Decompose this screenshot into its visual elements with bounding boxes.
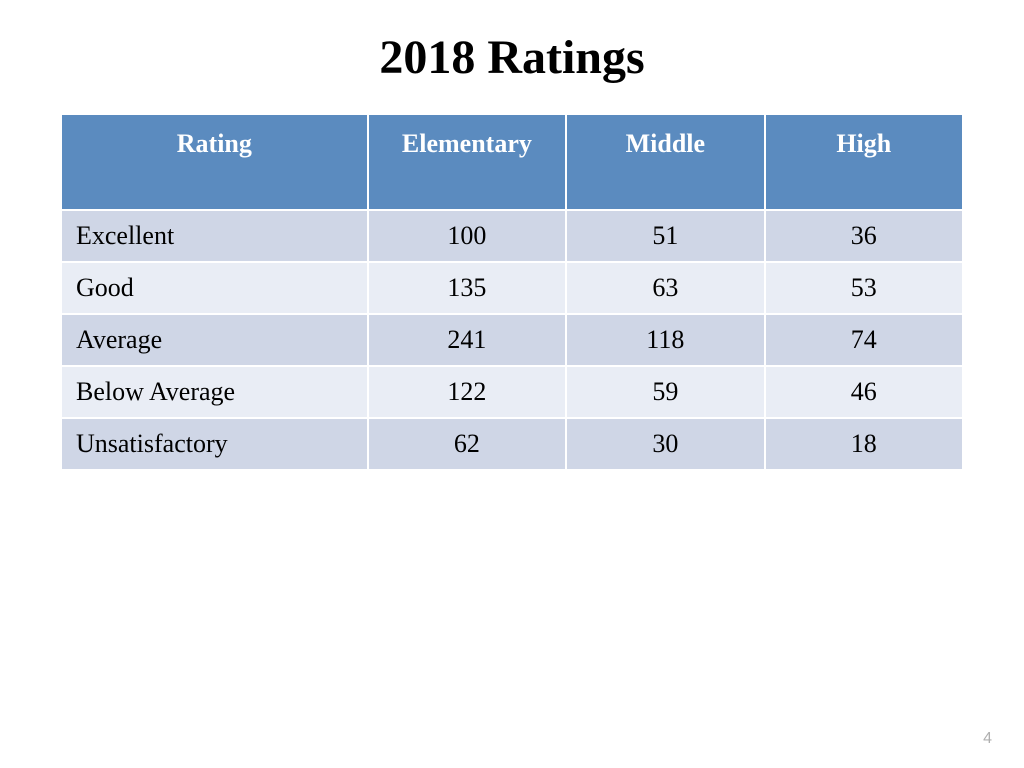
row-value: 122 [368, 366, 566, 418]
row-value: 30 [566, 418, 764, 470]
slide-title: 2018 Ratings [60, 30, 964, 85]
row-label: Average [61, 314, 368, 366]
col-header-middle: Middle [566, 114, 764, 210]
col-header-rating: Rating [61, 114, 368, 210]
row-value: 135 [368, 262, 566, 314]
row-label: Below Average [61, 366, 368, 418]
slide: 2018 Ratings Rating Elementary Middle Hi… [0, 0, 1024, 768]
row-value: 59 [566, 366, 764, 418]
table-row: Good1356353 [61, 262, 963, 314]
row-label: Good [61, 262, 368, 314]
row-value: 241 [368, 314, 566, 366]
row-value: 62 [368, 418, 566, 470]
row-value: 46 [765, 366, 963, 418]
row-value: 36 [765, 210, 963, 262]
page-number: 4 [983, 730, 992, 748]
row-label: Unsatisfactory [61, 418, 368, 470]
row-value: 63 [566, 262, 764, 314]
col-header-high: High [765, 114, 963, 210]
row-value: 53 [765, 262, 963, 314]
row-value: 74 [765, 314, 963, 366]
table-row: Excellent1005136 [61, 210, 963, 262]
col-header-elementary: Elementary [368, 114, 566, 210]
table-row: Average24111874 [61, 314, 963, 366]
row-label: Excellent [61, 210, 368, 262]
row-value: 118 [566, 314, 764, 366]
table-header-row: Rating Elementary Middle High [61, 114, 963, 210]
row-value: 51 [566, 210, 764, 262]
row-value: 100 [368, 210, 566, 262]
ratings-table: Rating Elementary Middle High Excellent1… [60, 113, 964, 471]
row-value: 18 [765, 418, 963, 470]
table-row: Below Average1225946 [61, 366, 963, 418]
table-row: Unsatisfactory623018 [61, 418, 963, 470]
